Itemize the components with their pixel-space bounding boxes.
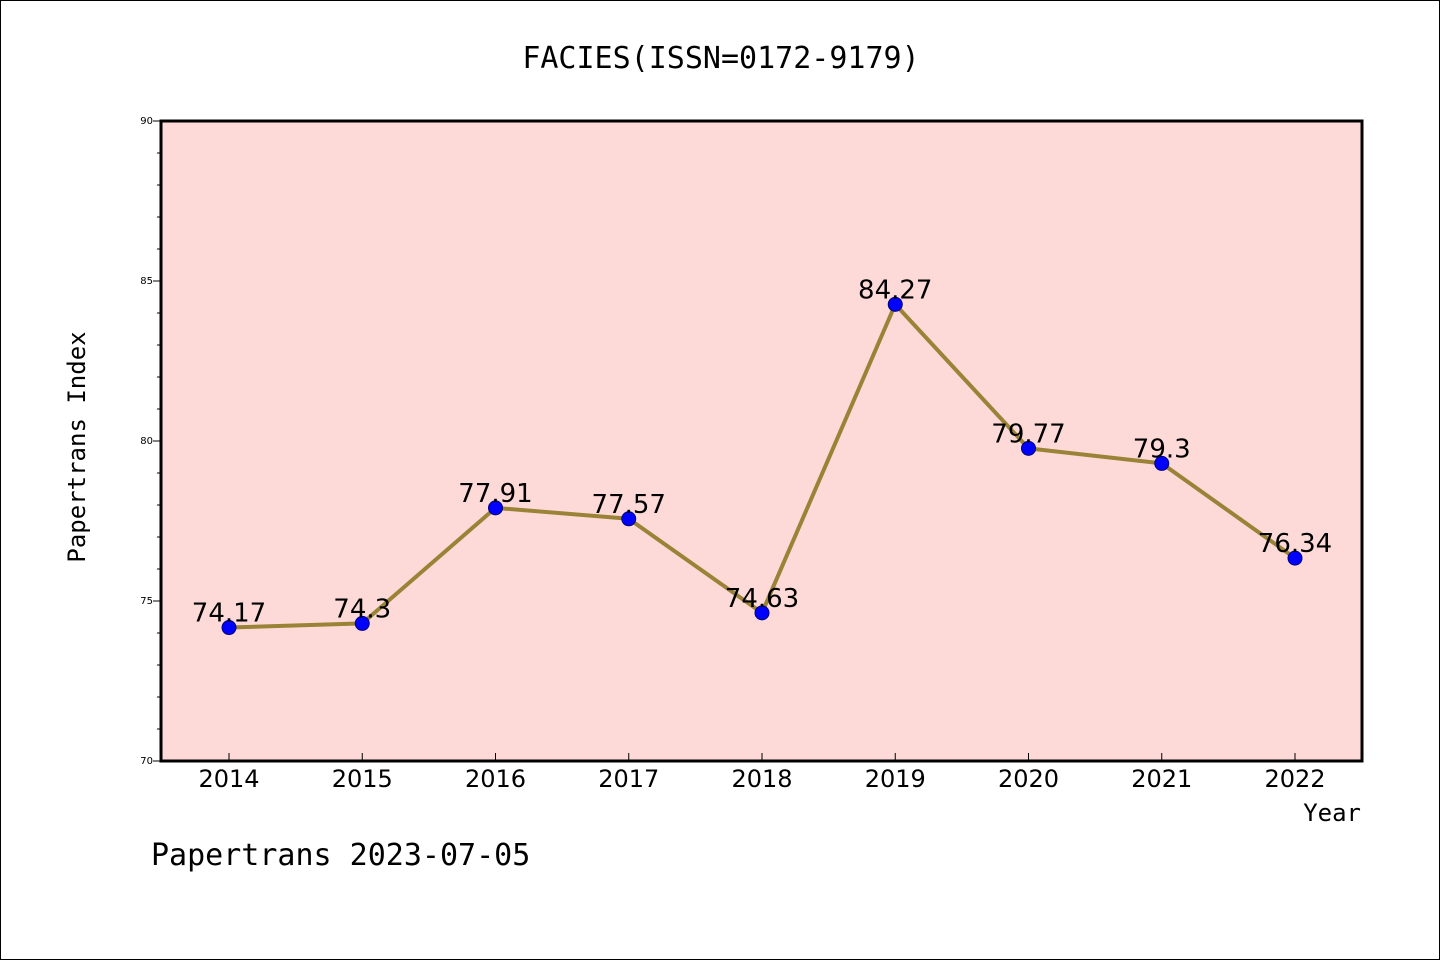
data-label: 79.3 (1133, 434, 1191, 464)
data-label: 77.91 (458, 479, 532, 509)
data-point (1287, 550, 1303, 566)
x-tick-label: 2015 (332, 765, 393, 793)
y-tick-label: 75 (140, 596, 153, 607)
data-label: 74.3 (333, 594, 391, 624)
y-tick-label: 70 (140, 756, 153, 767)
x-tick-label: 2014 (198, 765, 259, 793)
x-axis-label: Year (1303, 799, 1361, 827)
chart-title: FACIES(ISSN=0172-9179) (522, 41, 919, 76)
data-label: 77.57 (592, 490, 666, 520)
x-tick-label: 2022 (1264, 765, 1325, 793)
plot-area (161, 121, 1362, 761)
x-tick-label: 2019 (865, 765, 926, 793)
x-axis-ticks: 2014 2015 2016 2017 2018 2019 2020 2021 2022 (198, 753, 1326, 793)
x-tick-label: 2021 (1131, 765, 1192, 793)
y-axis-label: Papertrans Index (63, 331, 91, 562)
data-label: 74.17 (192, 599, 266, 629)
data-point (221, 620, 237, 636)
data-point (1021, 440, 1036, 456)
x-tick-label: 2016 (465, 765, 526, 793)
data-label: 84.27 (858, 275, 932, 305)
data-label: 79.77 (991, 419, 1065, 449)
series-markers (221, 296, 1303, 636)
y-axis-ticks: 70 75 80 85 90 (140, 116, 161, 767)
data-point (621, 511, 637, 527)
data-point (488, 500, 503, 516)
x-tick-label: 2018 (731, 765, 792, 793)
data-point (1154, 455, 1170, 471)
y-tick-label: 90 (140, 116, 153, 127)
data-labels: 74.17 74.3 77.91 77.57 74.63 84.27 79.77 79.3 76… (192, 275, 1332, 628)
data-point (354, 615, 370, 631)
data-label: 76.34 (1258, 529, 1332, 559)
plot-border (159, 119, 1364, 763)
y-tick-label: 80 (140, 436, 153, 447)
footer-watermark: Papertrans 2023-07-05 (151, 838, 530, 873)
x-tick-label: 2020 (998, 765, 1059, 793)
y-tick-label: 85 (140, 276, 153, 287)
data-point (887, 296, 903, 312)
data-label: 74.63 (725, 584, 799, 614)
data-point (754, 605, 770, 621)
x-tick-label: 2017 (598, 765, 659, 793)
